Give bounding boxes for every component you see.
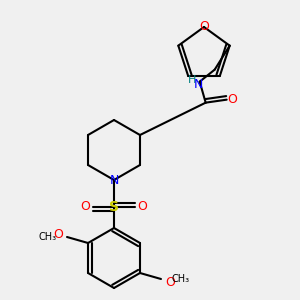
Text: CH₃: CH₃	[38, 232, 57, 242]
Text: O: O	[53, 227, 63, 241]
Text: O: O	[81, 200, 90, 214]
Text: N: N	[194, 78, 203, 91]
Text: O: O	[165, 275, 175, 289]
Text: S: S	[109, 200, 119, 214]
Text: O: O	[199, 20, 209, 34]
Text: H: H	[188, 75, 196, 85]
Text: CH₃: CH₃	[171, 274, 190, 284]
Text: O: O	[228, 93, 238, 106]
Text: O: O	[138, 200, 147, 214]
Text: N: N	[109, 173, 119, 187]
